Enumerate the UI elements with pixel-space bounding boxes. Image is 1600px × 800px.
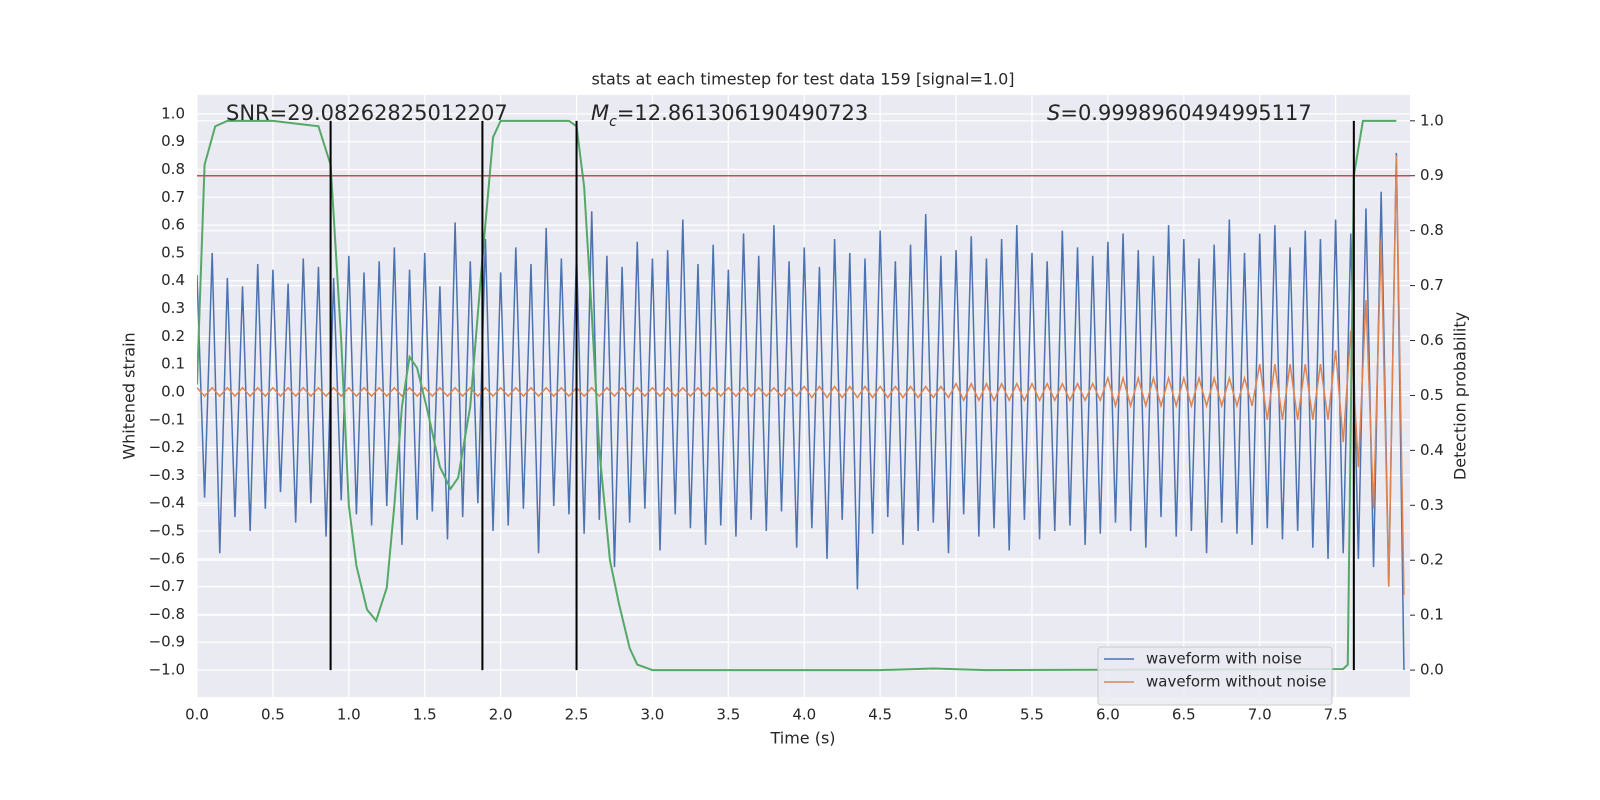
annotation-symbol: M [591, 101, 609, 125]
y-tick-label: −0.9 [149, 633, 185, 651]
y2-tick-label: 0.6 [1420, 331, 1444, 349]
y2-tick-label: 0.9 [1420, 166, 1444, 184]
y2-tick-label: 0.1 [1420, 606, 1444, 624]
chart-title: stats at each timestep for test data 159… [591, 70, 1014, 89]
y2-tick-label: 0.2 [1420, 551, 1444, 569]
series-line [197, 155, 1405, 595]
annotation-symbol: S [1047, 101, 1060, 125]
y-tick-label: 0.8 [161, 160, 185, 178]
legend-label: waveform with noise [1146, 650, 1302, 668]
annotation: S=0.9998960494995117 [1047, 101, 1312, 125]
x-tick-label: 7.5 [1324, 706, 1348, 724]
y-tick-label: −0.4 [149, 494, 185, 512]
y-tick-label: 1.0 [161, 104, 185, 122]
x-tick-label: 4.5 [868, 706, 892, 724]
annotation-text: SNR=29.08262825012207 [226, 101, 508, 125]
x-tick-label: 3.0 [641, 706, 665, 724]
y2-axis-label: Detection probability [1451, 312, 1470, 480]
x-tick-label: 2.0 [489, 706, 513, 724]
series-line [197, 119, 1397, 672]
y-tick-label: 0.2 [161, 327, 185, 345]
y2-tick-label: 0.5 [1420, 386, 1444, 404]
y-tick-label: −0.7 [149, 577, 185, 595]
legend: waveform with noise waveform without nois… [1097, 646, 1333, 706]
x-tick-label: 5.0 [944, 706, 968, 724]
x-tick-label: 0.0 [185, 706, 209, 724]
x-tick-label: 6.0 [1096, 706, 1120, 724]
grid [196, 95, 1410, 697]
y-tick-label: −0.5 [149, 521, 185, 539]
annotation-text: =0.9998960494995117 [1060, 101, 1311, 125]
y-tick-label: 0.5 [161, 243, 185, 261]
legend-label: waveform without noise [1146, 673, 1326, 691]
plot-data [197, 119, 1410, 672]
y-tick-label: −0.8 [149, 605, 185, 623]
y-tick-label: 0.9 [161, 132, 185, 150]
x-tick-label: 1.0 [337, 706, 361, 724]
y2-tick-label: 1.0 [1420, 111, 1444, 129]
y-tick-label: 0.7 [161, 188, 185, 206]
x-tick-label: 0.5 [261, 706, 285, 724]
x-tick-label: 6.5 [1172, 706, 1196, 724]
y2-tick-label: 0.4 [1420, 441, 1444, 459]
y2-tick-label: 0.3 [1420, 496, 1444, 514]
y-tick-label: 0.0 [161, 382, 185, 400]
x-tick-label: 5.5 [1020, 706, 1044, 724]
x-tick-label: 2.5 [565, 706, 589, 724]
y-tick-label: −0.6 [149, 549, 185, 567]
x-tick-label: 3.5 [716, 706, 740, 724]
annotation-subscript: c [609, 114, 617, 130]
y2-tick-label: 0.7 [1420, 276, 1444, 294]
x-tick-label: 1.5 [413, 706, 437, 724]
y-tick-label: 0.6 [161, 216, 185, 234]
axes: 0.0 0.5 1.0 1.5 2.0 2.5 3.0 3.5 4.0 4.5 5.0 5.5 6.0 6… [149, 104, 1444, 723]
series-line [197, 152, 1405, 671]
x-tick-label: 4.0 [792, 706, 816, 724]
annotation: SNR=29.08262825012207 [226, 101, 508, 125]
y-tick-label: 0.1 [161, 355, 185, 373]
legend-box [1097, 646, 1333, 706]
annotation-text: =12.861306190490723 [617, 101, 868, 125]
x-tick-label: 7.0 [1248, 706, 1272, 724]
y-tick-label: −0.1 [149, 410, 185, 428]
y2-tick-label: 0.0 [1420, 661, 1444, 679]
y-tick-label: 0.4 [161, 271, 185, 289]
y-tick-label: −0.2 [149, 438, 185, 456]
y-tick-label: 0.3 [161, 299, 185, 317]
y-tick-label: −1.0 [149, 661, 185, 679]
y2-tick-label: 0.8 [1420, 221, 1444, 239]
x-axis-label: Time (s) [769, 729, 835, 748]
y-axis-label: Whitened strain [120, 332, 139, 459]
y-tick-label: −0.3 [149, 466, 185, 484]
annotation: Mc=12.861306190490723 [591, 101, 868, 130]
